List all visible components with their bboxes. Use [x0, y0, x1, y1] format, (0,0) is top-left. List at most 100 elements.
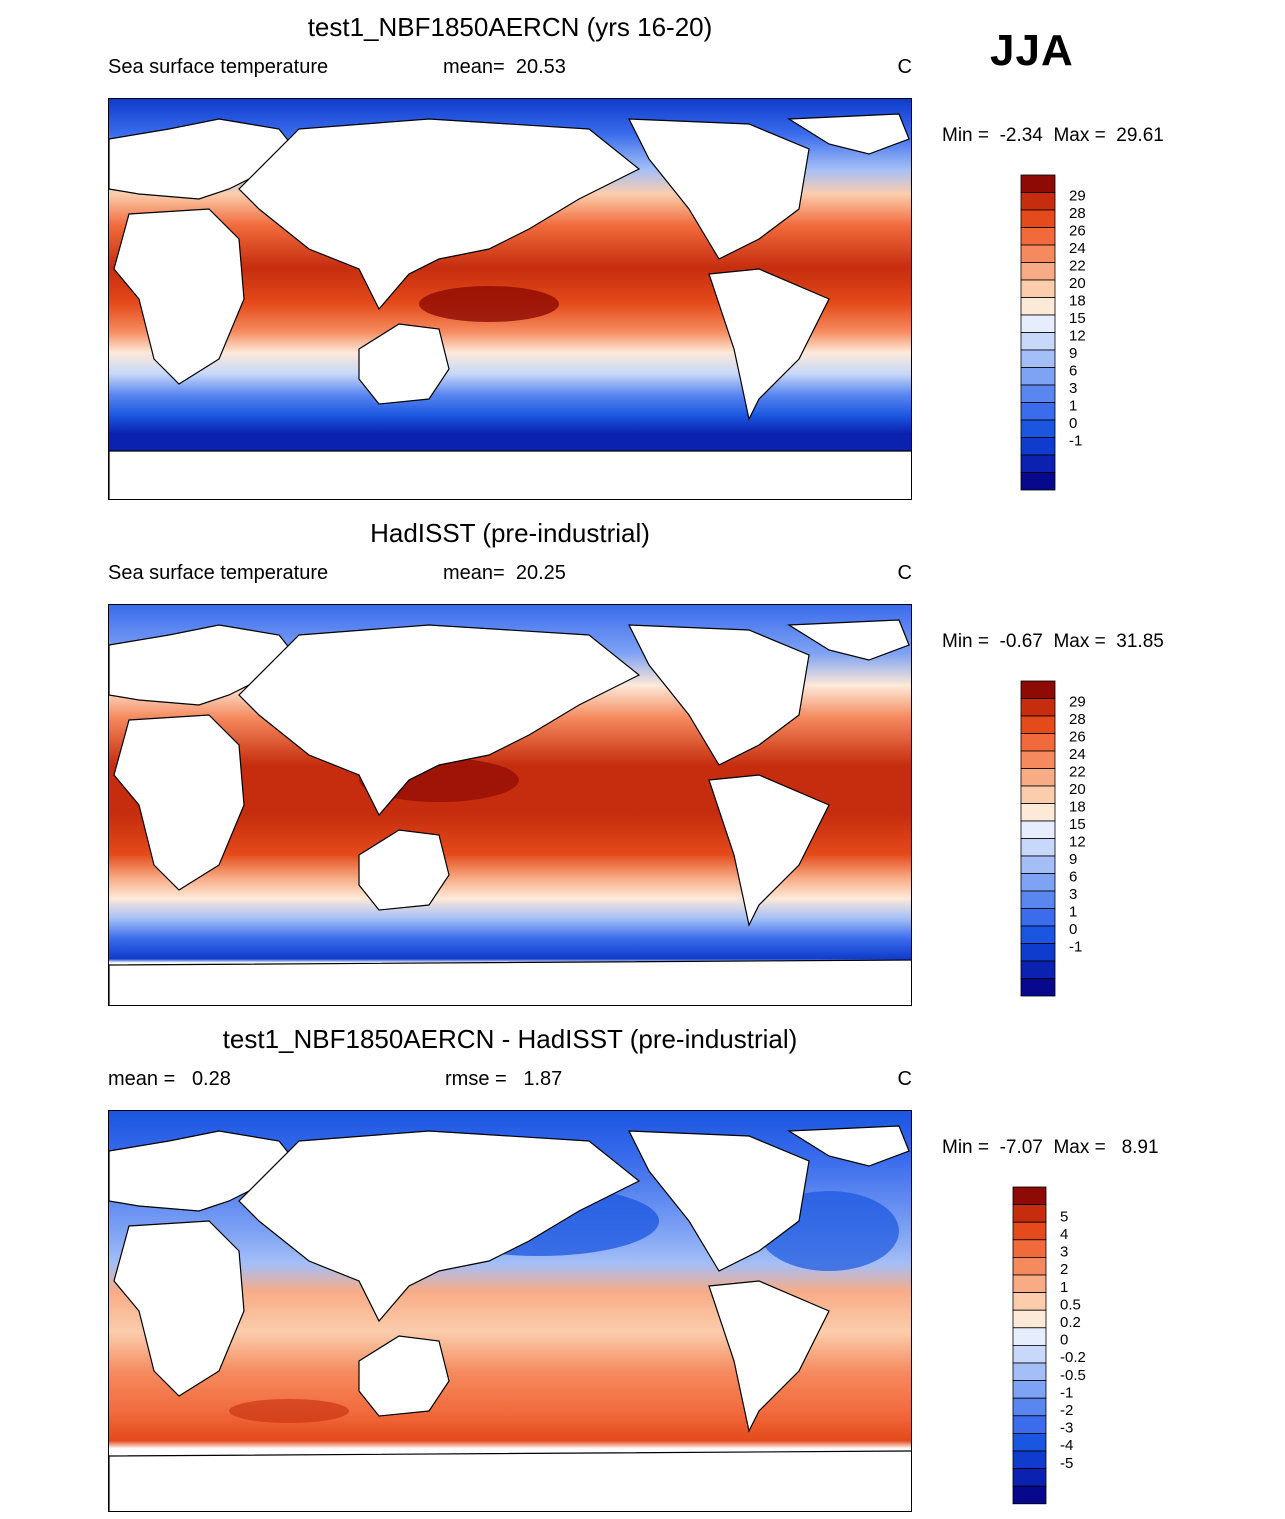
legend-swatch: [1012, 1204, 1047, 1223]
legend-swatch: [1020, 384, 1056, 403]
legend-tick-label: 20: [1069, 275, 1086, 292]
color-legend: 29 28 26 24 22 20 18 15 12 9 6 3 1 0 -1: [1020, 174, 1111, 498]
legend-swatch: [1012, 1450, 1047, 1470]
legend-tick-label: -1: [1069, 433, 1082, 450]
min-label: Min =: [942, 125, 989, 146]
legend-tick-label: 9: [1069, 851, 1077, 868]
map-field: [109, 99, 911, 499]
map-field: [109, 605, 911, 1005]
legend-swatch: [1012, 1327, 1047, 1346]
units-label: C: [897, 1068, 912, 1090]
min-max-readout: Min = -7.07 Max = 8.91: [942, 1137, 1159, 1159]
legend-swatch: [1020, 908, 1056, 927]
sst-map: [108, 98, 912, 500]
legend-tick-label: 22: [1069, 258, 1086, 275]
min-max-readout: Min = -2.34 Max = 29.61: [942, 125, 1164, 147]
legend-tick-label: 18: [1069, 799, 1086, 816]
legend-swatch: [1012, 1362, 1047, 1382]
min-value: -2.34: [999, 125, 1043, 146]
legend-swatch: [1020, 733, 1056, 752]
legend-swatch: [1012, 1221, 1047, 1241]
legend-tick-label: 9: [1069, 345, 1077, 362]
legend-swatch: [1012, 1468, 1047, 1487]
legend-swatch: [1020, 454, 1056, 473]
legend-tick-label: -4: [1060, 1437, 1073, 1454]
legend-tick-label: 0.5: [1060, 1296, 1081, 1313]
min-label: Min =: [942, 631, 989, 652]
color-legend: 29 28 26 24 22 20 18 15 12 9 6 3 1 0 -1: [1020, 680, 1111, 1004]
legend-swatch: [1020, 192, 1056, 211]
mean-readout: mean = 0.28: [108, 1068, 231, 1091]
panel-difference: test1_NBF1850AERCN - HadISST (pre-indust…: [0, 1024, 1285, 1519]
legend-swatch: [1012, 1432, 1047, 1452]
legend-tick-label: 12: [1069, 834, 1086, 851]
sst-map: [108, 604, 912, 1006]
legend-swatch: [1020, 314, 1056, 333]
legend-tick-label: 26: [1069, 223, 1086, 240]
legend-tick-label: 12: [1069, 328, 1086, 345]
legend-tick-label: -1: [1069, 939, 1082, 956]
legend-swatch: [1020, 244, 1056, 263]
legend-tick-label: 2: [1060, 1261, 1068, 1278]
max-value: 31.85: [1116, 631, 1164, 652]
variable-name: Sea surface temperature: [108, 562, 329, 584]
legend-swatch: [1020, 698, 1056, 717]
min-label: Min =: [942, 1137, 989, 1158]
variable-name: Sea surface temperature: [108, 56, 329, 78]
legend-swatch: [1020, 174, 1056, 193]
legend-tick-label: 0.2: [1060, 1314, 1081, 1331]
legend-tick-label: 5: [1060, 1208, 1068, 1225]
mean-label: mean=: [443, 562, 505, 584]
legend-tick-label: 3: [1060, 1244, 1068, 1261]
legend-swatch: [1012, 1485, 1047, 1505]
max-label: Max =: [1053, 125, 1106, 146]
panel-observation: HadISST (pre-industrial) Sea surface tem…: [0, 518, 1285, 1018]
min-value: -0.67: [999, 631, 1043, 652]
legend-swatch: [1020, 262, 1056, 281]
mean-label: mean=: [443, 56, 505, 78]
legend-swatch: [1020, 472, 1056, 491]
legend-swatch: [1020, 855, 1056, 874]
legend-tick-label: -2: [1060, 1402, 1073, 1419]
legend-swatch: [1020, 367, 1056, 386]
legend-swatch: [1020, 680, 1056, 699]
legend-swatch: [1020, 419, 1056, 438]
legend-tick-label: 4: [1060, 1226, 1068, 1243]
legend-swatch: [1020, 820, 1056, 839]
mean-readout: mean= 20.53: [443, 56, 566, 79]
sst-difference-map: [108, 1110, 912, 1512]
legend-tick-label: -1: [1060, 1384, 1073, 1401]
legend-swatch: [1020, 750, 1056, 769]
legend-swatch: [1020, 227, 1056, 246]
max-label: Max =: [1053, 631, 1106, 652]
legend-swatch: [1012, 1292, 1047, 1311]
legend-tick-label: 6: [1069, 869, 1077, 886]
max-label: Max =: [1053, 1137, 1106, 1158]
legend-swatch: [1012, 1397, 1047, 1417]
mean-label: mean =: [108, 1068, 176, 1090]
legend-tick-label: -0.2: [1060, 1349, 1086, 1366]
panel-title: test1_NBF1850AERCN - HadISST (pre-indust…: [222, 1024, 798, 1054]
legend-swatch: [1012, 1415, 1047, 1434]
legend-swatch: [1012, 1239, 1047, 1258]
legend-swatch: [1020, 437, 1056, 456]
legend-tick-label: -0.5: [1060, 1367, 1086, 1384]
panel-model: test1_NBF1850AERCN (yrs 16-20) Sea surfa…: [0, 12, 1285, 512]
legend-tick-label: 24: [1069, 746, 1086, 763]
rmse-label: rmse =: [445, 1068, 507, 1090]
min-max-readout: Min = -0.67 Max = 31.85: [942, 631, 1164, 653]
legend-swatch: [1012, 1257, 1047, 1276]
units-label: C: [897, 56, 912, 78]
legend-tick-label: 0: [1069, 921, 1077, 938]
mean-value: 20.25: [515, 562, 566, 584]
legend-swatch: [1012, 1186, 1047, 1206]
color-legend: 5 4 3 2 1 0.5 0.2 0 -0.2 -0.5 -1 -2 -3 -4 -5: [1012, 1186, 1103, 1512]
legend-tick-label: -5: [1060, 1455, 1073, 1472]
legend-swatch: [1020, 873, 1056, 892]
legend-tick-label: 15: [1069, 310, 1086, 327]
legend-tick-label: 29: [1069, 188, 1086, 205]
legend-tick-label: 26: [1069, 729, 1086, 746]
